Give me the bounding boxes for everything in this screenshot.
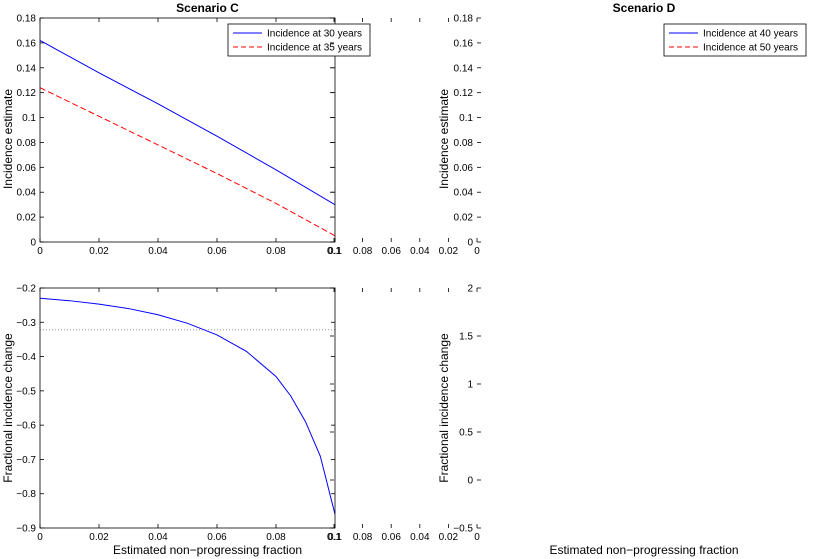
plot-area	[330, 287, 481, 529]
y-tick-label: 0.06	[17, 163, 37, 174]
y-tick-label: 0.1	[22, 113, 36, 124]
y-tick-label: −0.6	[16, 421, 36, 432]
y-tick-label: 0.1	[459, 113, 473, 124]
legend-label-1: Incidence at 40 years	[703, 29, 798, 40]
plot-area	[39, 287, 336, 529]
y-tick-label: 0.04	[17, 188, 37, 199]
y-tick-label: −0.4	[16, 352, 36, 363]
legend: Incidence at 40 years Incidence at 50 ye…	[663, 23, 807, 57]
y-tick-label: −0.7	[16, 455, 36, 466]
legend-box	[227, 23, 371, 57]
x-tick-label: 0.06	[381, 246, 401, 257]
x-tick-label: 0.04	[148, 246, 168, 257]
y-tick-label: 1.5	[459, 332, 473, 343]
x-tick-labels: 0 0.02 0.04 0.06 0.08 0.1	[37, 532, 342, 543]
legend-box	[663, 23, 807, 57]
series-line-1	[40, 39, 335, 206]
y-tick-label: 2	[467, 284, 473, 295]
y-tick-label: 0.18	[17, 14, 37, 25]
y-tick-label: 0.16	[17, 38, 37, 49]
x-tick-label: 0.08	[266, 246, 286, 257]
y-axis-label: Fractional incidence change	[437, 333, 451, 483]
x-tick-label: 0.08	[353, 532, 373, 543]
y-tick-label: 0.14	[17, 63, 37, 74]
y-tick-label: 0.18	[454, 14, 474, 25]
x-tick-label: 0.08	[266, 532, 286, 543]
x-tick-label: 0.06	[207, 246, 227, 257]
y-tick-label: 0.04	[454, 188, 474, 199]
x-tick-labels: 0 0.02 0.04 0.06 0.08 0.1	[327, 532, 480, 543]
y-axis-label: Incidence estimate	[437, 89, 451, 189]
y-tick-label: −0.2	[16, 284, 36, 295]
y-tick-labels: −0.9 −0.8 −0.7 −0.6 −0.5 −0.4 −0.3 −0.2	[16, 284, 36, 535]
x-tick-label: 0.1	[327, 246, 341, 257]
x-tick-label: 0.1	[328, 532, 342, 543]
y-tick-label: 0.16	[454, 38, 474, 49]
y-tick-label: −0.3	[16, 318, 36, 329]
axes-frame	[39, 287, 336, 529]
chart-title: Scenario C	[176, 1, 239, 15]
series-line-1	[360, 288, 477, 509]
x-tick-label: 0.02	[439, 246, 459, 257]
x-tick-label: 0.04	[410, 246, 430, 257]
y-tick-label: 1	[467, 380, 473, 391]
x-tick-label: 0.1	[328, 246, 342, 257]
y-tick-label: 0	[467, 238, 473, 249]
y-tick-label: 0.12	[17, 88, 37, 99]
x-tick-label: 0.04	[148, 532, 168, 543]
panel-scenario-d-incidence: Scenario D 0 0.02 0.04 0.06 0.08 0.1 0 0.02 0.0…	[327, 1, 807, 257]
y-tick-label: 0.08	[454, 138, 474, 149]
y-axis-label: Incidence estimate	[1, 89, 15, 189]
axes-frame	[39, 17, 336, 243]
y-tick-labels: −0.5 0 0.5 1 1.5 2	[453, 284, 473, 535]
y-tick-label: 0.02	[17, 213, 37, 224]
x-tick-label: 0.08	[353, 246, 373, 257]
chart-title: Scenario D	[613, 1, 676, 15]
y-tick-label: 0.08	[17, 138, 37, 149]
x-tick-label: 0.1	[327, 532, 341, 543]
y-tick-label: −0.8	[16, 489, 36, 500]
x-axis-label: Estimated non−progressing fraction	[549, 543, 738, 557]
x-tick-label: 0	[474, 532, 480, 543]
x-axis-label: Estimated non−progressing fraction	[113, 543, 302, 557]
plot-area	[39, 17, 336, 243]
x-tick-label: 0.02	[89, 532, 109, 543]
y-tick-label: 0	[467, 476, 473, 487]
y-axis-label: Fractional incidence change	[1, 333, 15, 483]
plot-area	[330, 17, 481, 243]
x-tick-labels: 0 0.02 0.04 0.06 0.08 0.1	[327, 246, 480, 257]
x-tick-label: 0	[474, 246, 480, 257]
x-tick-label: 0	[37, 532, 43, 543]
panel-scenario-c-fractional-change: 0 0.02 0.04 0.06 0.08 0.1 −0.9−0.8−0.7−0.6−0.…	[1, 284, 342, 558]
y-tick-label: −0.5	[16, 386, 36, 397]
y-tick-label: 0.14	[454, 63, 474, 74]
legend-label-2: Incidence at 50 years	[703, 43, 798, 54]
y-tick-label: 0	[30, 238, 36, 249]
y-tick-label: −0.9	[16, 524, 36, 535]
legend-label-2: Incidence at 35 years	[267, 43, 362, 54]
x-tick-label: 0.06	[381, 532, 401, 543]
y-tick-label: 0.5	[459, 428, 473, 439]
y-tick-labels: 0 0.02 0.04 0.06 0.08 0.1 0.12 0.14 0.16 0.18	[454, 14, 474, 249]
panel-scenario-d-fractional-change: 00.020.040.060.080.1 −0.500.511.52 Estim…	[327, 284, 739, 558]
x-tick-label: 0.02	[439, 532, 459, 543]
series-line-2	[40, 87, 335, 237]
y-tick-labels: 0 0.02 0.04 0.06 0.08 0.1 0.12 0.14 0.16 0.18	[17, 14, 37, 249]
legend: Incidence at 30 years Incidence at 35 ye…	[227, 23, 371, 57]
y-tick-label: −0.5	[453, 524, 473, 535]
x-tick-label: 0.02	[89, 246, 109, 257]
x-tick-labels: 0 0.02 0.04 0.06 0.08 0.1	[37, 246, 342, 257]
y-tick-label: 0.02	[454, 213, 474, 224]
y-tick-label: 0.06	[454, 163, 474, 174]
x-tick-label: 0.06	[207, 532, 227, 543]
legend-label-1: Incidence at 30 years	[267, 29, 362, 40]
y-tick-label: 0.12	[454, 88, 474, 99]
x-tick-label: 0.04	[410, 532, 430, 543]
panel-scenario-c-incidence: Scenario C 0 0.02 0.04 0.06 0.08 0.1 0 0.02 0.0…	[1, 1, 371, 257]
series-line-1	[40, 297, 335, 515]
x-tick-label: 0	[37, 246, 43, 257]
